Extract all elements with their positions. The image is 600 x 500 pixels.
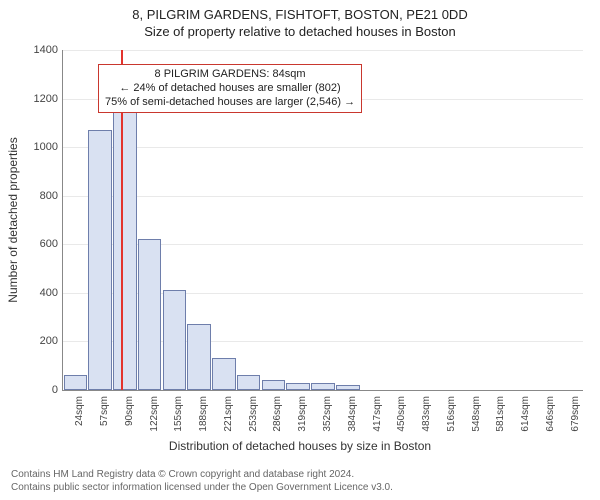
gridline <box>63 50 583 51</box>
histogram-bar <box>336 385 360 390</box>
x-tick-label: 90sqm <box>124 396 135 436</box>
annotation-line1: 8 PILGRIM GARDENS: 84sqm <box>105 68 355 82</box>
histogram-bar <box>163 290 187 390</box>
y-tick-label: 800 <box>8 190 58 202</box>
footer-line1: Contains HM Land Registry data © Crown c… <box>11 468 393 481</box>
footer-attribution: Contains HM Land Registry data © Crown c… <box>11 468 393 494</box>
histogram-bar <box>187 324 211 390</box>
histogram-bar <box>262 380 286 390</box>
histogram-bar <box>64 375 88 390</box>
x-tick-label: 450sqm <box>396 396 407 436</box>
footer-line2: Contains public sector information licen… <box>11 481 393 494</box>
x-tick-label: 384sqm <box>347 396 358 436</box>
y-tick-label: 600 <box>8 238 58 250</box>
gridline <box>63 147 583 148</box>
x-axis-label: Distribution of detached houses by size … <box>0 439 600 453</box>
page-title-address: 8, PILGRIM GARDENS, FISHTOFT, BOSTON, PE… <box>0 7 600 22</box>
annotation-box: 8 PILGRIM GARDENS: 84sqm← 24% of detache… <box>98 64 362 113</box>
annotation-line2: ← 24% of detached houses are smaller (80… <box>105 82 355 96</box>
x-tick-label: 581sqm <box>495 396 506 436</box>
annotation-line3: 75% of semi-detached houses are larger (… <box>105 96 355 110</box>
x-tick-label: 24sqm <box>74 396 85 436</box>
x-tick-label: 646sqm <box>545 396 556 436</box>
y-tick-label: 1200 <box>8 93 58 105</box>
histogram-bar <box>212 358 236 390</box>
x-tick-label: 253sqm <box>248 396 259 436</box>
x-tick-label: 483sqm <box>421 396 432 436</box>
histogram-bar <box>237 375 261 390</box>
y-tick-label: 0 <box>8 384 58 396</box>
x-tick-label: 221sqm <box>223 396 234 436</box>
histogram-bar <box>113 108 137 390</box>
x-tick-label: 319sqm <box>297 396 308 436</box>
gridline <box>63 196 583 197</box>
y-axis-label: Number of detached properties <box>6 137 20 302</box>
x-tick-label: 122sqm <box>149 396 160 436</box>
y-tick-label: 1400 <box>8 44 58 56</box>
x-tick-label: 286sqm <box>272 396 283 436</box>
y-tick-label: 200 <box>8 335 58 347</box>
histogram-bar <box>88 130 112 390</box>
y-tick-label: 1000 <box>8 141 58 153</box>
x-tick-label: 155sqm <box>173 396 184 436</box>
page-title-desc: Size of property relative to detached ho… <box>0 24 600 39</box>
x-tick-label: 352sqm <box>322 396 333 436</box>
histogram-bar <box>311 383 335 390</box>
x-tick-label: 614sqm <box>520 396 531 436</box>
x-tick-label: 516sqm <box>446 396 457 436</box>
chart-container: Number of detached properties 0 200 400 600… <box>0 40 600 455</box>
x-tick-label: 188sqm <box>198 396 209 436</box>
y-tick-label: 400 <box>8 287 58 299</box>
histogram-bar <box>138 239 162 390</box>
x-tick-label: 679sqm <box>570 396 581 436</box>
x-tick-label: 57sqm <box>99 396 110 436</box>
histogram-bar <box>286 383 310 390</box>
x-tick-label: 548sqm <box>471 396 482 436</box>
x-tick-label: 417sqm <box>372 396 383 436</box>
